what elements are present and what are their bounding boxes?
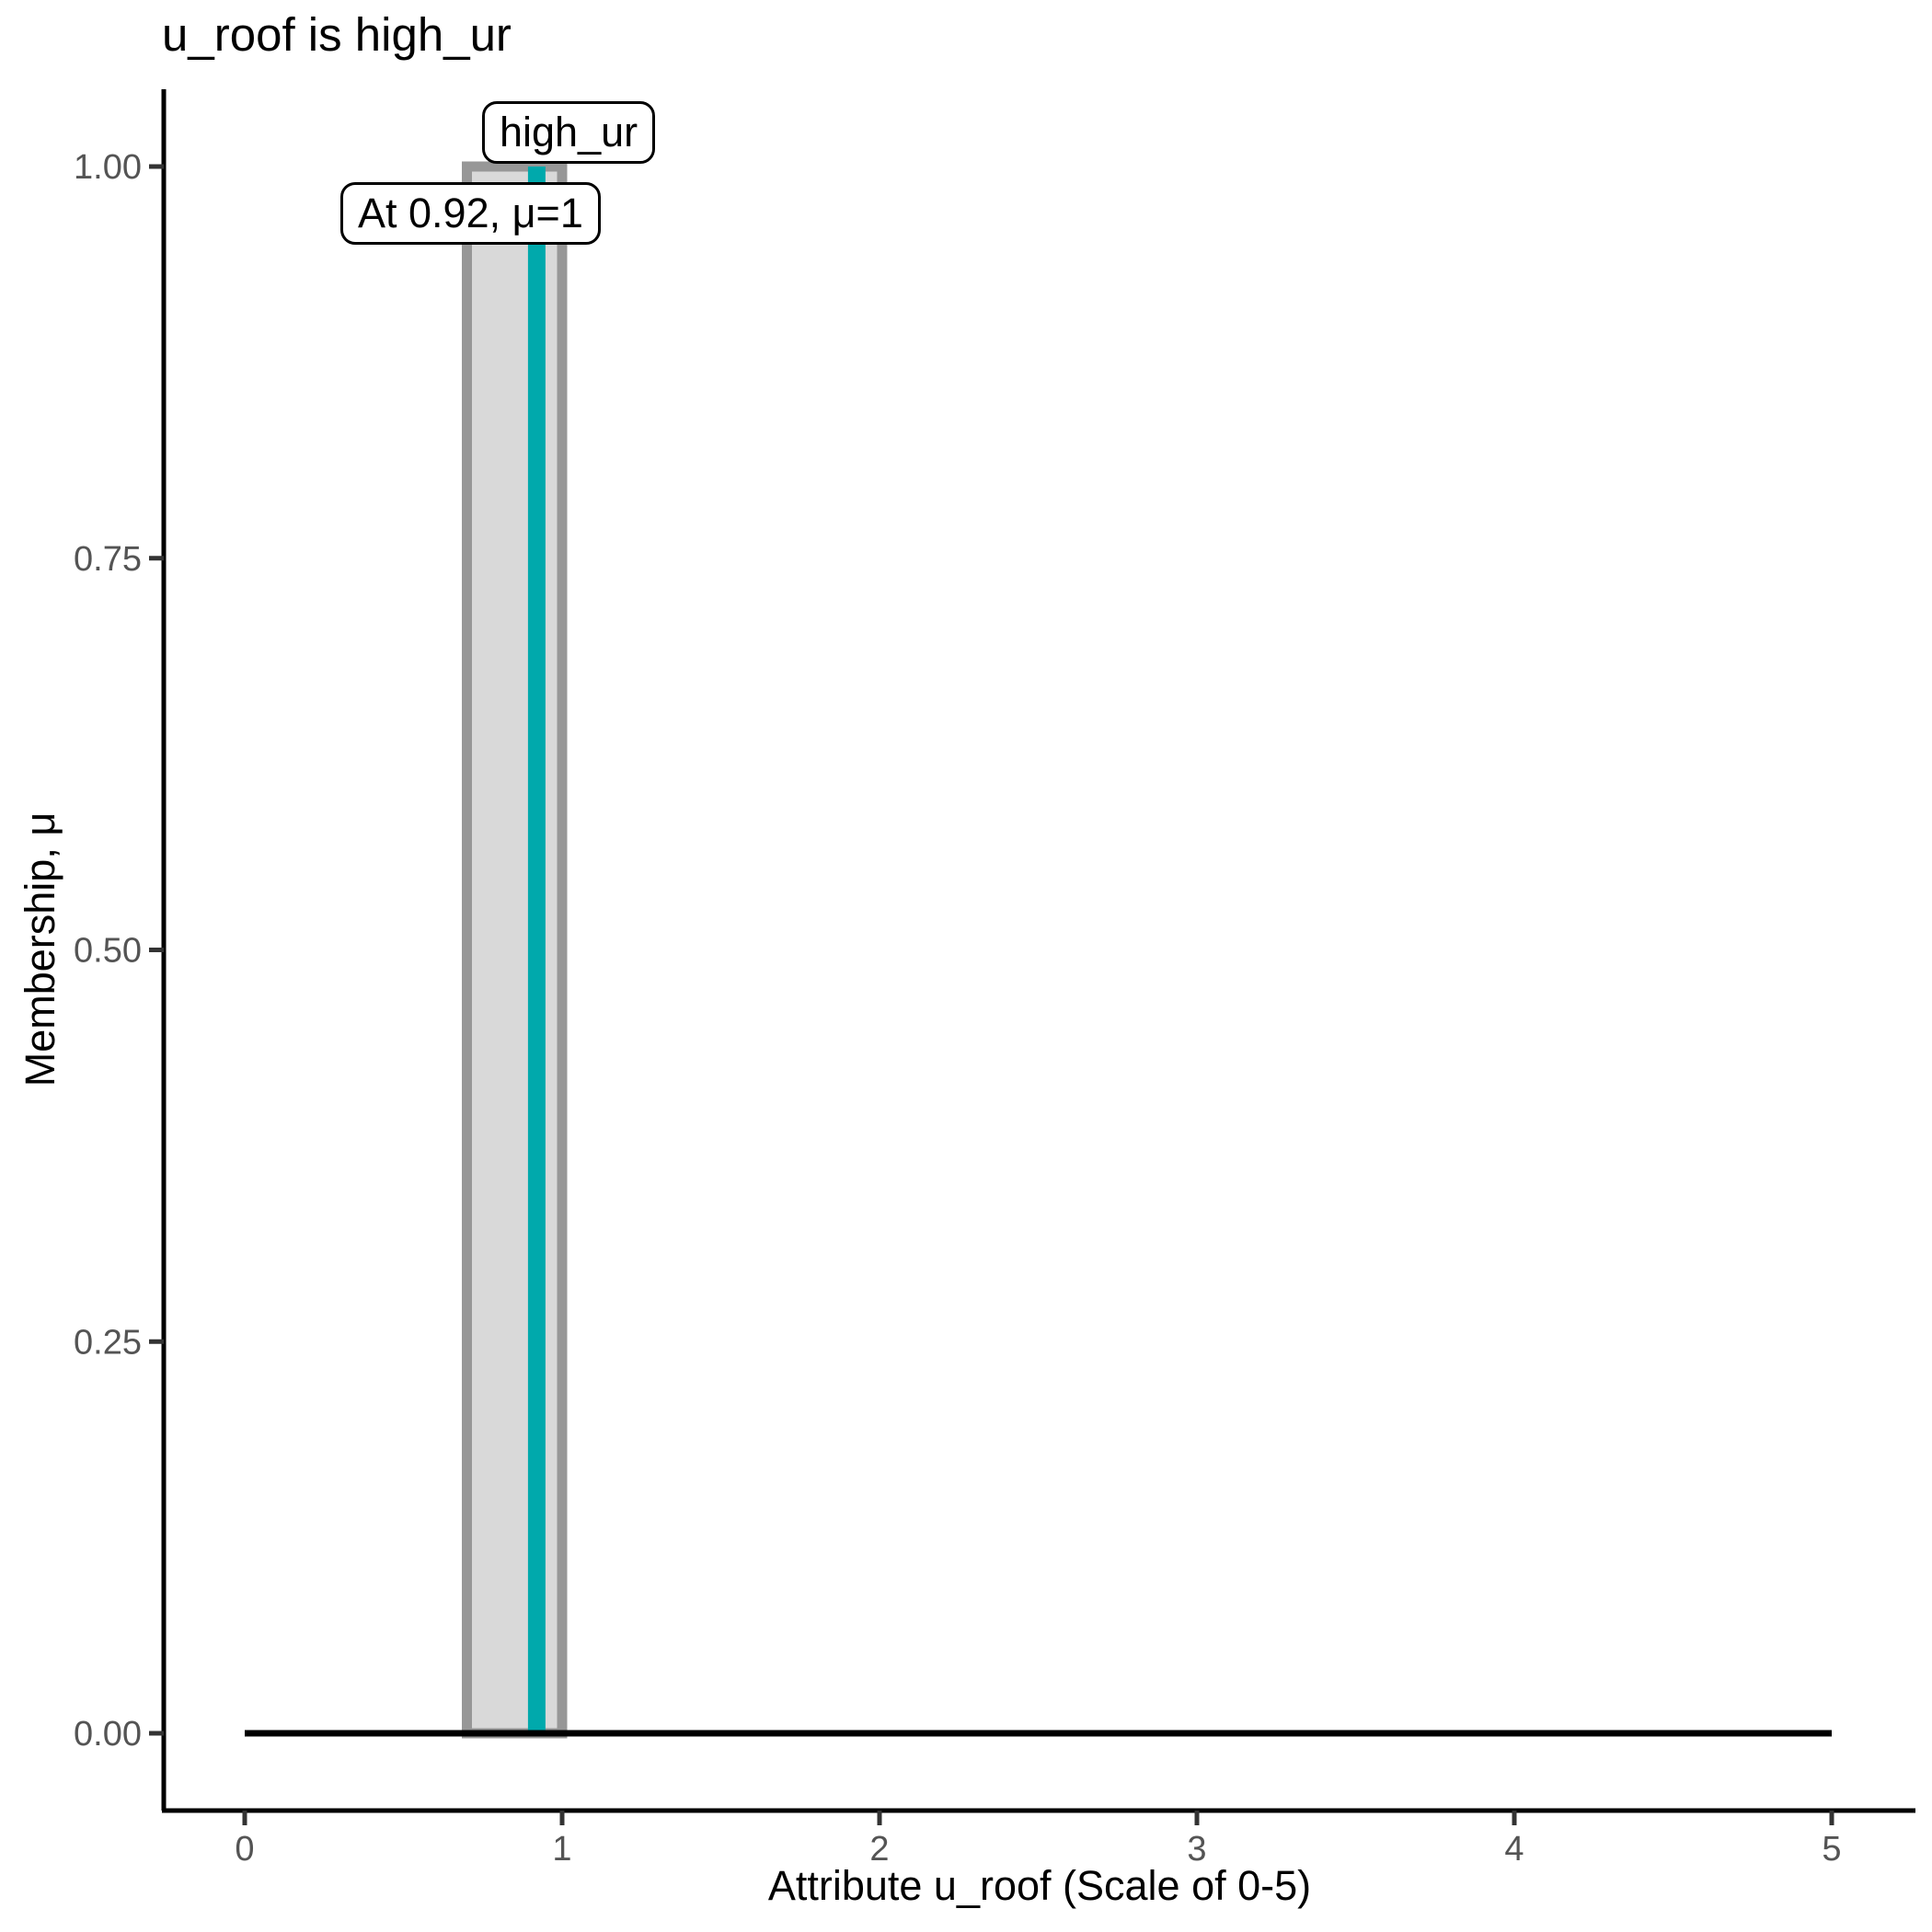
membership-value-annotation: At 0.92, μ=1	[340, 182, 601, 246]
x-tick-label: 2	[869, 1830, 889, 1869]
y-tick-label: 0.25	[74, 1323, 142, 1362]
x-tick-label: 5	[1822, 1830, 1841, 1869]
y-tick-label: 1.00	[74, 148, 142, 187]
y-axis-label: Membership, μ	[17, 811, 63, 1087]
x-axis-label: Attribute u_roof (Scale of 0-5)	[767, 1862, 1312, 1909]
membership-set-rect	[462, 161, 568, 1739]
y-tick-label: 0.75	[74, 540, 142, 579]
x-tick-label: 1	[552, 1830, 571, 1869]
plot-title: u_roof is high_ur	[162, 8, 512, 61]
x-tick-label: 0	[235, 1830, 254, 1869]
y-tick-label: 0.50	[74, 932, 142, 971]
set-name-annotation: high_ur	[482, 101, 656, 165]
x-tick-label: 3	[1187, 1830, 1206, 1869]
x-tick-label: 4	[1504, 1830, 1524, 1869]
y-tick-label: 0.00	[74, 1715, 142, 1754]
